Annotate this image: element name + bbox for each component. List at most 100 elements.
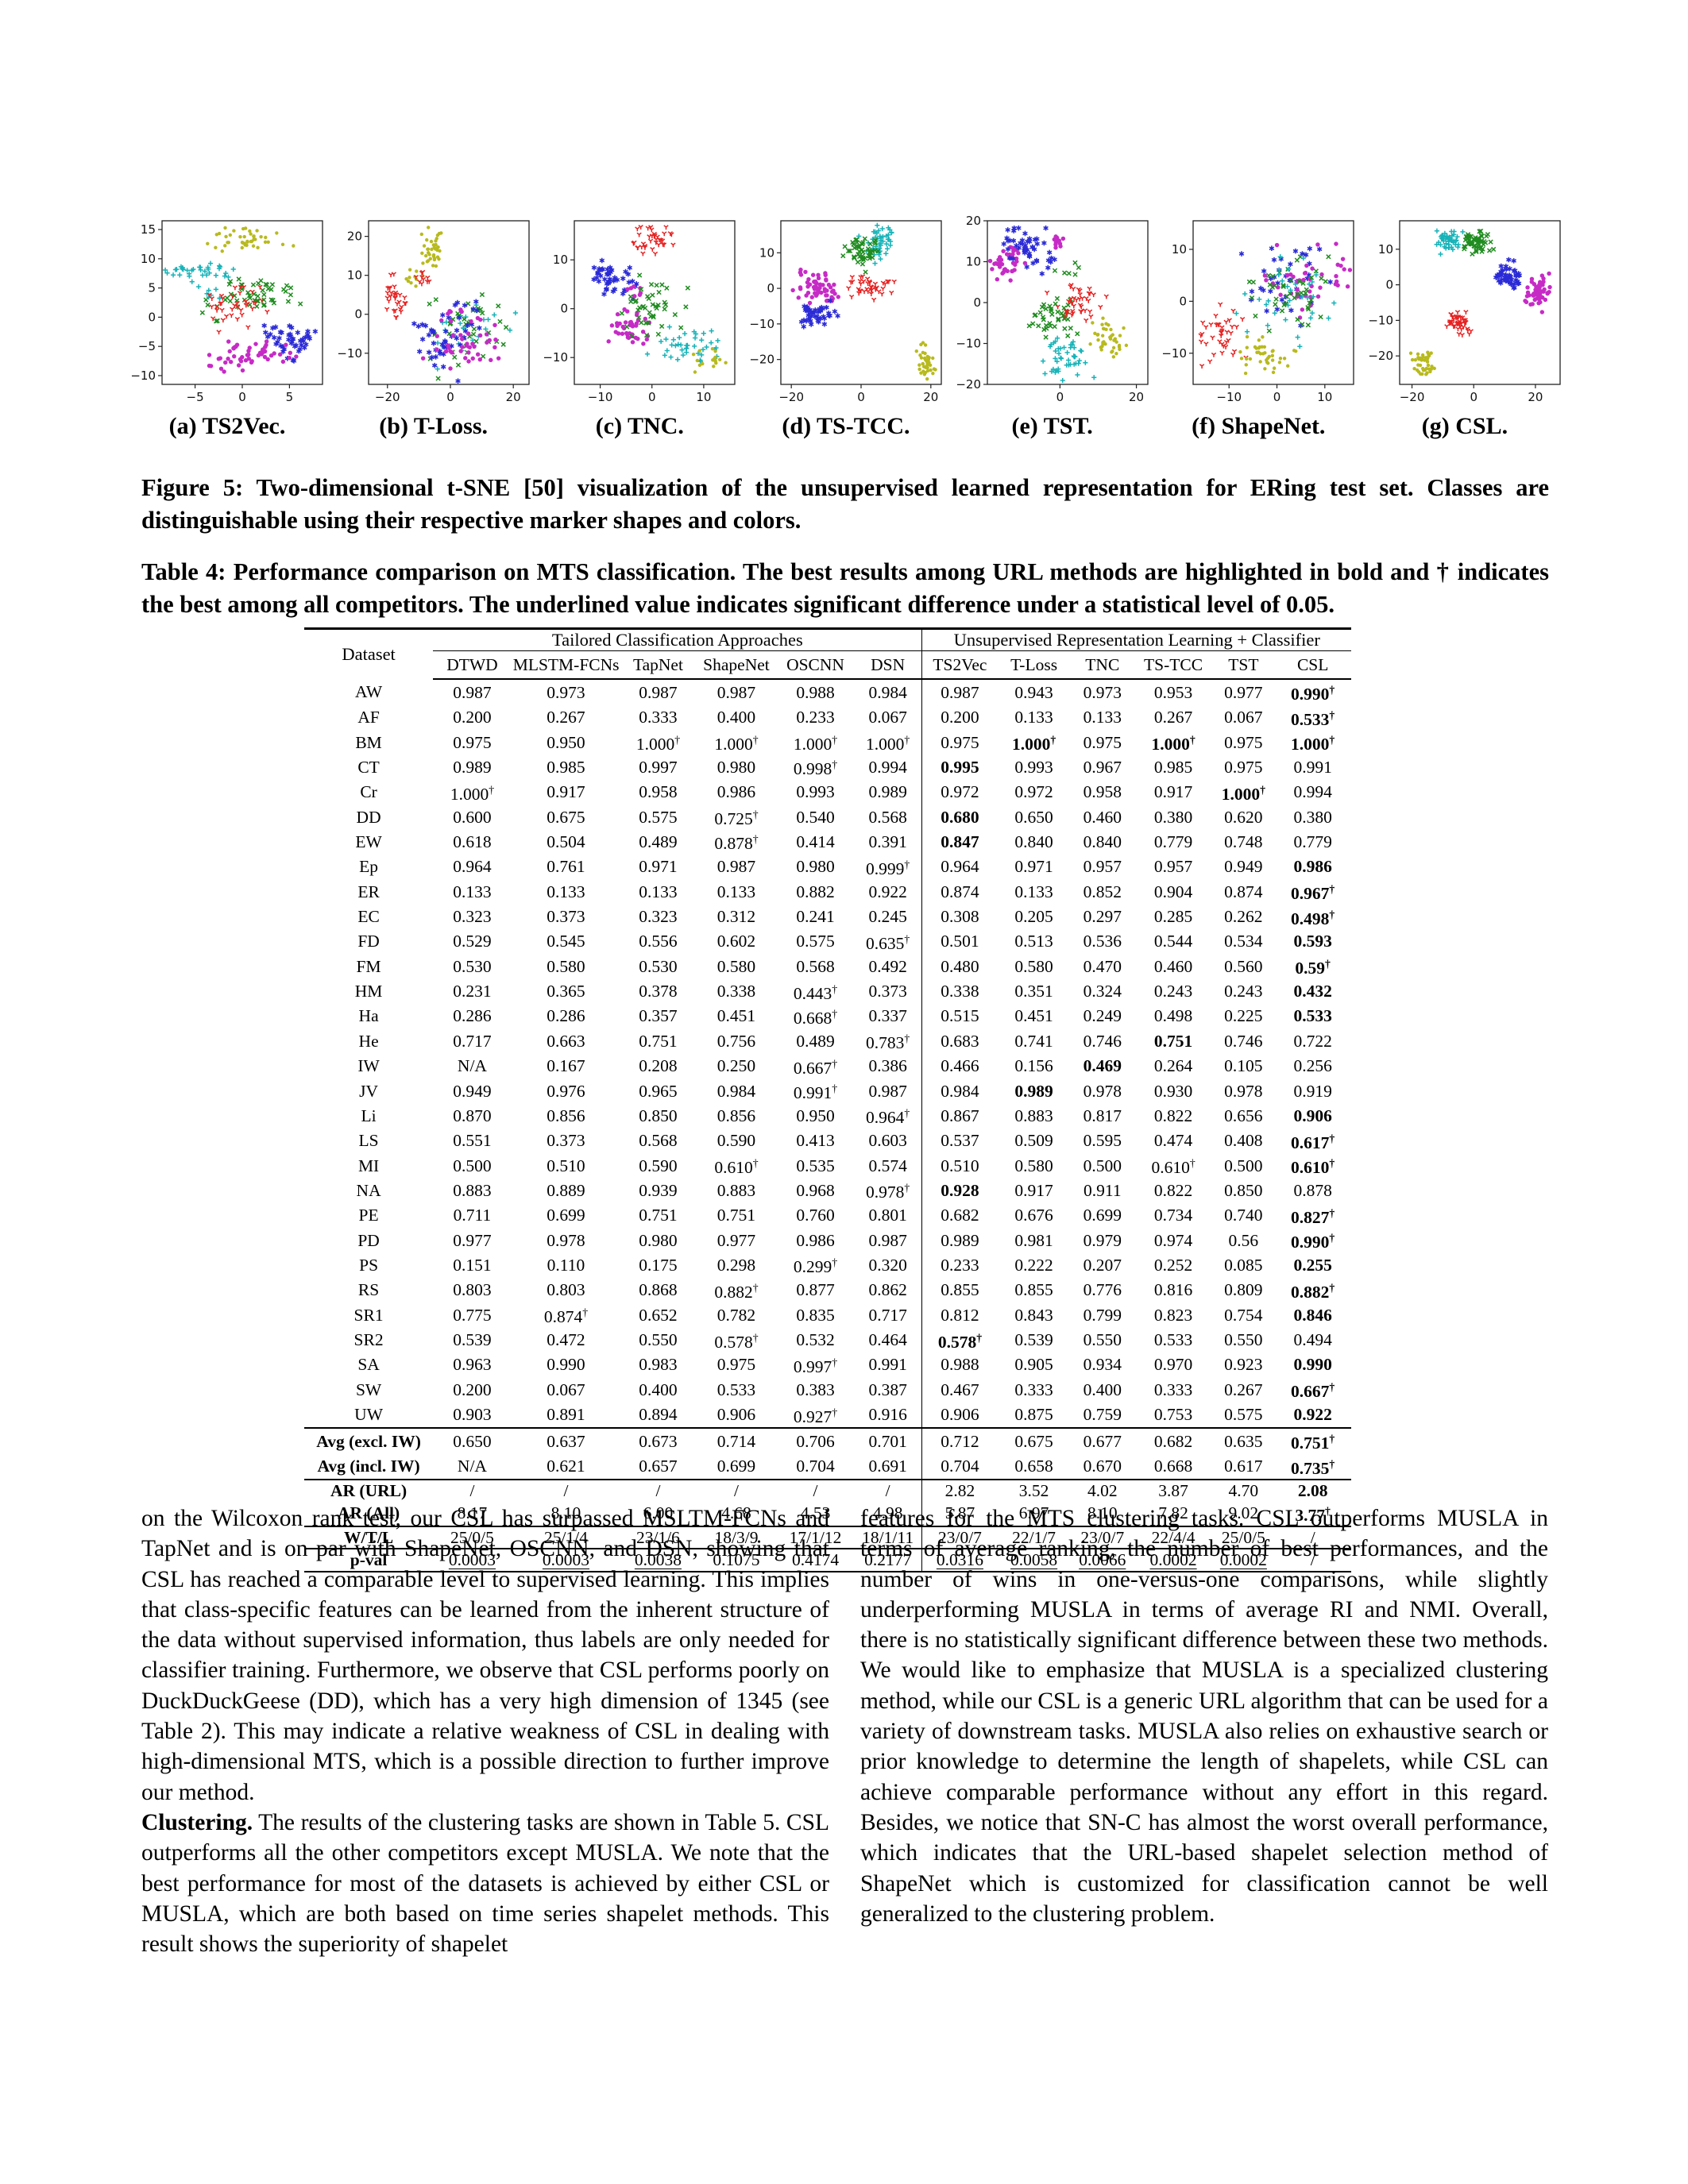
table-cell: 0.988 — [796, 682, 835, 702]
table-cell: 0.673 — [620, 1426, 696, 1454]
table-cell: 0.875 — [1014, 1405, 1053, 1425]
table-cell: 0.917 — [547, 782, 585, 802]
table-cell: 0.855 — [1014, 1280, 1053, 1300]
table-cell: 0.320 — [868, 1256, 907, 1275]
table-row: W/T/L 25/0/5 25/1/4 23/1/6 18/3/9 17/1/12 18/1… — [304, 1526, 1351, 1549]
table-cell: 0.782 — [717, 1305, 756, 1325]
table-cell: 0.998† — [793, 758, 838, 779]
table-cell: 0.550 — [639, 1330, 678, 1350]
table-cell: 0.540 — [796, 807, 835, 827]
table-cell: 0.580 — [1014, 1156, 1053, 1175]
svg-text:−5: −5 — [187, 390, 204, 404]
table-cell: / — [433, 1478, 512, 1501]
table-cell: 0.991 — [1293, 757, 1332, 777]
table-cell: 0.984 — [921, 1078, 998, 1104]
col-header-tnc: TNC — [1070, 650, 1134, 681]
table-cell: 4.98 — [872, 1503, 903, 1523]
table-cell: 0.986 — [796, 1230, 835, 1250]
col-header-t-loss: T-Loss — [997, 650, 1071, 681]
table-cell: 0.536 — [1083, 932, 1122, 951]
table-cell: 22/1/7 — [997, 1526, 1071, 1549]
table-cell: 0.297 — [1083, 907, 1122, 927]
table-cell: 0.991† — [793, 1082, 838, 1103]
table-cell: 0.809 — [1224, 1280, 1263, 1300]
table-cell: 0.400 — [639, 1379, 678, 1399]
table-cell: 23/1/6 — [620, 1526, 696, 1549]
cluster-cyan — [1434, 228, 1466, 257]
table-cell: 0.843 — [1014, 1305, 1053, 1325]
table-cell: 0.575 — [796, 932, 835, 951]
svg-text:0: 0 — [1273, 390, 1281, 404]
table-cell: 0.470 — [1083, 956, 1122, 976]
table-cell: 0.682 — [921, 1202, 998, 1229]
table-row: EC 0.323 0.373 0.323 0.312 0.241 0.245 0.308 0.2… — [304, 904, 1351, 929]
table-cell: 0.975 — [717, 1355, 756, 1375]
table-cell: 0.746 — [1224, 1031, 1263, 1051]
table-cell: 0.255 — [1293, 1256, 1332, 1275]
table-cell: 0.617 — [1224, 1456, 1263, 1476]
table-cell: 0.267 — [1153, 708, 1193, 727]
cluster-magenta — [606, 307, 652, 346]
table-cell: 0.133 — [717, 882, 756, 901]
svg-text:0: 0 — [973, 295, 981, 310]
table-cell: / — [695, 1478, 778, 1501]
table-cell: 0.993 — [1014, 757, 1053, 777]
table-cell: 0.578† — [921, 1327, 998, 1352]
table-cell: 0.067 — [547, 1379, 585, 1399]
table-cell: 0.991 — [868, 1355, 907, 1375]
table-cell: 0.934 — [1083, 1355, 1122, 1375]
table-cell: 0.432 — [1293, 982, 1332, 1001]
table-cell: 0.949 — [453, 1081, 492, 1101]
row-label: RS — [357, 1280, 380, 1300]
table-cell: 0.964† — [866, 1107, 910, 1128]
table-cell: 0.492 — [868, 956, 907, 976]
table-cell: 0.950 — [547, 732, 585, 752]
table-cell: 0.610† — [1151, 1157, 1196, 1178]
table-cell: 0.971 — [1014, 857, 1053, 877]
cluster-green — [620, 272, 691, 339]
performance-table: Dataset Tailored Classification Approache… — [304, 627, 1351, 1572]
svg-text:0: 0 — [767, 281, 774, 295]
table-cell: 0.539 — [453, 1330, 492, 1350]
table-cell: 0.953 — [1153, 682, 1193, 702]
table-cell: 0.0002 — [1134, 1548, 1213, 1572]
table-row: ER 0.133 0.133 0.133 0.133 0.882 0.922 0.874 0.1… — [304, 879, 1351, 905]
table-cell: 0.701 — [853, 1426, 922, 1454]
table-cell: 0.906 — [921, 1402, 998, 1428]
svg-text:0: 0 — [354, 307, 362, 322]
table-cell: 0.987 — [717, 857, 756, 877]
table-cell: 0.883 — [1014, 1106, 1053, 1125]
clustering-heading: Clustering. — [141, 1809, 253, 1835]
row-label: Avg (excl. IW) — [304, 1426, 434, 1454]
table-cell: 0.652 — [639, 1305, 678, 1325]
table-row: Avg (excl. IW) 0.650 0.637 0.673 0.714 0.706 0… — [304, 1426, 1351, 1454]
svg-text:−10: −10 — [1217, 390, 1242, 404]
table-cell: 0.460 — [1083, 807, 1122, 827]
table-cell: 0.312 — [717, 907, 756, 927]
group-header-tailored: Tailored Classification Approaches — [433, 628, 922, 652]
table-cell: 0.208 — [639, 1056, 678, 1076]
table-cell: 0.637 — [511, 1426, 621, 1454]
body-column-left: on the Wilcoxon rank test, our CSL has s… — [141, 1503, 829, 1959]
col-header-tst: TST — [1212, 650, 1275, 681]
svg-text:−20: −20 — [375, 390, 400, 404]
table-cell: 0.928 — [921, 1178, 998, 1203]
table-row: He 0.717 0.663 0.751 0.756 0.489 0.783† 0.683 0.… — [304, 1028, 1351, 1054]
table-cell: 23/0/7 — [921, 1526, 998, 1549]
table-cell: 0.337 — [868, 1006, 907, 1026]
table-row: AR (URL) / / / / //2.82 3.52 4.02 3.87 4.70 2.08 — [304, 1478, 1351, 1501]
table-cell: 0.225 — [1224, 1006, 1263, 1026]
table-cell: 6.97 — [1018, 1503, 1049, 1523]
svg-text:20: 20 — [966, 216, 981, 228]
table-cell: 0.351 — [1014, 982, 1053, 1001]
cluster-blue — [411, 312, 467, 384]
table-cell: / — [1274, 1526, 1351, 1549]
row-label: Ha — [358, 1006, 379, 1026]
table-cell: 0.983 — [639, 1355, 678, 1375]
table-cell: 0.513 — [1014, 932, 1053, 951]
table-row: LS 0.551 0.373 0.568 0.590 0.413 0.603 0.537 0.5… — [304, 1128, 1351, 1154]
mts-classification-table: Dataset Tailored Classification Approache… — [304, 627, 1351, 1572]
table-cell: 0.995 — [921, 754, 998, 780]
table-cell: 4.70 — [1212, 1478, 1275, 1501]
tsne-panel: −10 0 10 −10 0 10 (f) ShapeNet. — [1158, 216, 1358, 440]
